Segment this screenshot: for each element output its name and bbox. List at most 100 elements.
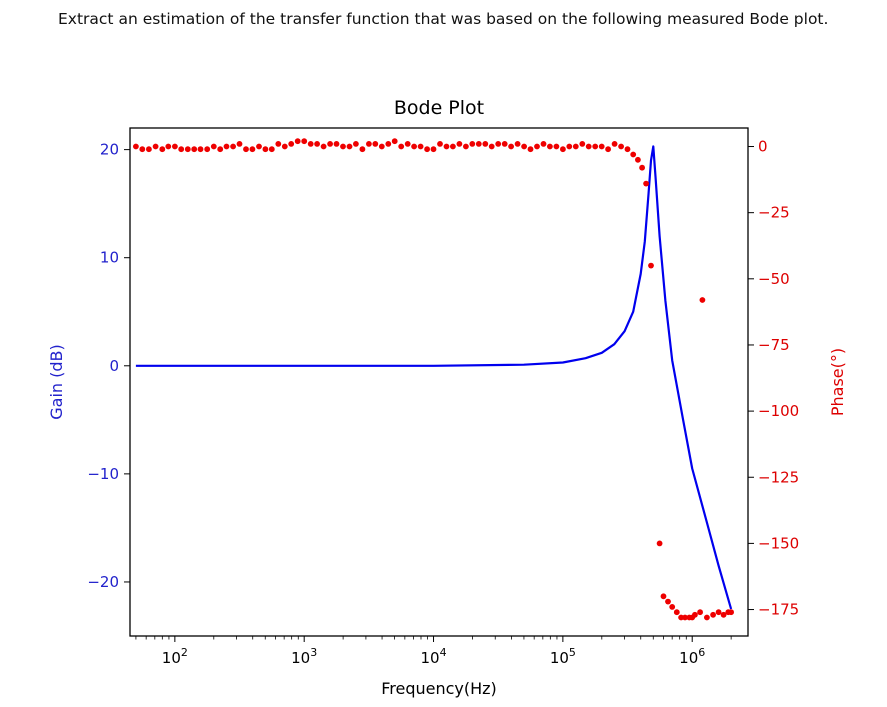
left-y-tick-label: 20 bbox=[100, 141, 119, 159]
phase-marker bbox=[165, 143, 172, 150]
phase-marker bbox=[450, 143, 456, 150]
phase-marker bbox=[579, 141, 586, 147]
phase-marker bbox=[172, 143, 178, 150]
phase-marker bbox=[133, 143, 139, 150]
phase-marker bbox=[669, 604, 676, 610]
phase-marker bbox=[275, 141, 282, 147]
phase-marker bbox=[288, 141, 295, 147]
phase-marker bbox=[404, 141, 411, 147]
x-tick-label: 102 bbox=[162, 646, 188, 667]
phase-marker bbox=[366, 141, 372, 147]
right-y-tick-label: −75 bbox=[758, 336, 790, 354]
phase-marker bbox=[639, 164, 645, 171]
phase-marker bbox=[648, 262, 654, 269]
phase-marker bbox=[508, 143, 514, 150]
phase-marker bbox=[611, 141, 618, 147]
phase-marker bbox=[249, 146, 256, 153]
gain-series-line bbox=[135, 145, 733, 610]
phase-marker bbox=[430, 146, 437, 153]
phase-marker bbox=[327, 141, 333, 147]
phase-marker bbox=[605, 146, 611, 153]
phase-marker bbox=[385, 141, 392, 147]
phase-marker bbox=[398, 143, 405, 150]
phase-marker bbox=[598, 143, 605, 150]
x-tick-label: 103 bbox=[291, 646, 317, 667]
plot-frame bbox=[129, 127, 749, 637]
phase-marker bbox=[159, 146, 166, 153]
phase-marker bbox=[585, 143, 592, 150]
phase-marker bbox=[391, 138, 398, 145]
x-axis-label: Frequency(Hz) bbox=[381, 679, 497, 698]
phase-marker bbox=[268, 146, 275, 153]
phase-marker bbox=[139, 146, 146, 153]
phase-marker bbox=[673, 609, 680, 616]
phase-marker bbox=[482, 141, 489, 147]
phase-marker bbox=[178, 146, 185, 153]
phase-marker bbox=[152, 143, 159, 150]
phase-marker bbox=[230, 143, 237, 150]
series-layer bbox=[133, 138, 734, 621]
x-tick-label: 105 bbox=[550, 646, 576, 667]
left-y-tick-label: −20 bbox=[87, 573, 119, 591]
phase-marker bbox=[359, 146, 366, 153]
right-y-tick-label: −50 bbox=[758, 270, 790, 288]
phase-marker bbox=[566, 143, 573, 150]
right-y-axis-label: Phase(°) bbox=[828, 348, 847, 416]
right-y-tick-label: 0 bbox=[758, 138, 768, 156]
left-y-tick-label: 10 bbox=[100, 249, 119, 267]
chart-title: Bode Plot bbox=[394, 97, 484, 119]
phase-marker bbox=[710, 611, 716, 618]
phase-marker bbox=[262, 146, 269, 153]
phase-marker bbox=[553, 143, 560, 150]
phase-marker bbox=[294, 138, 301, 145]
phase-marker bbox=[197, 146, 204, 153]
phase-marker bbox=[514, 141, 521, 147]
phase-marker bbox=[378, 143, 385, 150]
phase-marker bbox=[630, 151, 637, 158]
left-y-tick-label: −10 bbox=[87, 465, 119, 483]
phase-marker bbox=[353, 141, 359, 147]
phase-marker bbox=[346, 143, 353, 150]
phase-marker bbox=[243, 146, 249, 153]
axis-layer: Bode Plot 102 103 104 105 106 Frequency(Hz) 20 1… bbox=[47, 97, 847, 698]
phase-marker bbox=[333, 141, 340, 147]
phase-marker bbox=[411, 143, 417, 150]
right-y-tick-label: −100 bbox=[758, 402, 799, 420]
right-y-tick-label: −25 bbox=[758, 204, 790, 222]
phase-marker bbox=[256, 143, 262, 150]
phase-marker bbox=[715, 609, 722, 616]
phase-marker bbox=[643, 180, 649, 187]
phase-marker bbox=[281, 143, 288, 150]
right-y-tick-label: −125 bbox=[758, 468, 799, 486]
x-tick-label: 106 bbox=[679, 646, 705, 667]
phase-marker bbox=[618, 143, 624, 150]
phase-marker bbox=[217, 146, 224, 153]
phase-marker bbox=[340, 143, 346, 150]
phase-marker bbox=[475, 141, 482, 147]
phase-marker bbox=[592, 143, 599, 150]
phase-marker bbox=[501, 141, 508, 147]
phase-marker bbox=[682, 614, 688, 621]
phase-marker bbox=[704, 614, 710, 621]
phase-marker bbox=[210, 143, 217, 150]
left-y-axis-label: Gain (dB) bbox=[47, 344, 66, 420]
phase-marker bbox=[540, 141, 547, 147]
phase-marker bbox=[191, 146, 198, 153]
phase-marker bbox=[572, 143, 579, 150]
phase-marker bbox=[527, 146, 534, 153]
phase-marker bbox=[146, 146, 152, 153]
phase-marker bbox=[699, 297, 706, 303]
phase-marker bbox=[456, 141, 463, 147]
phase-marker bbox=[236, 141, 243, 147]
phase-marker bbox=[417, 143, 424, 150]
phase-marker bbox=[320, 143, 327, 150]
phase-marker bbox=[560, 146, 566, 153]
phase-marker bbox=[469, 141, 476, 147]
right-y-tick-label: −150 bbox=[758, 534, 799, 552]
phase-marker bbox=[728, 609, 734, 616]
phase-marker bbox=[301, 138, 308, 145]
phase-marker bbox=[660, 593, 667, 600]
phase-marker bbox=[495, 141, 502, 147]
phase-marker bbox=[307, 141, 314, 147]
